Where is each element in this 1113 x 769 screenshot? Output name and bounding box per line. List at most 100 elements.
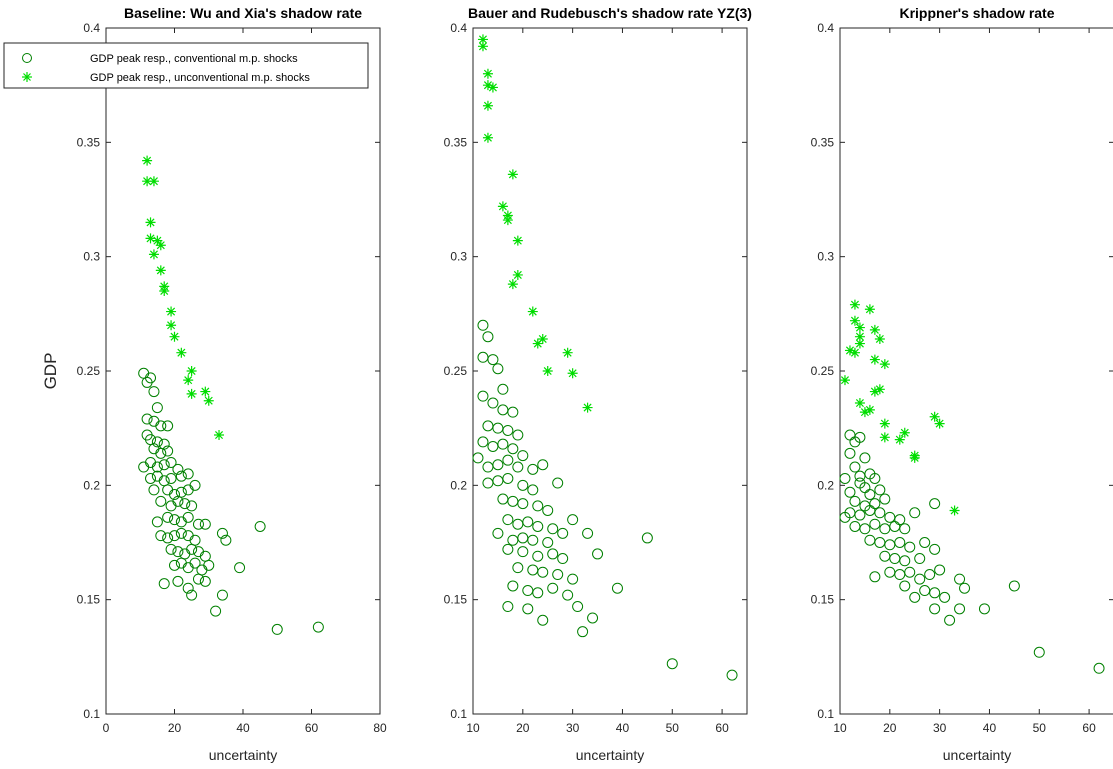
x-tick-label: 20 [168,721,182,735]
conventional-point [155,447,167,459]
unconventional-point [879,432,890,443]
unconventional-point [166,320,177,331]
legend: GDP peak resp., conventional m.p. shocks… [3,42,369,89]
unconventional-point [854,398,865,409]
unconventional-point [527,306,538,317]
conventional-point [192,518,204,530]
unconventional-point [502,215,513,226]
conventional-point [502,601,514,613]
conventional-point [507,580,519,592]
conventional-point [234,562,246,574]
conventional-point [537,459,549,471]
conventional-point [182,511,194,523]
conventional-point [186,589,198,601]
conventional-point [954,603,966,615]
conventional-point [165,543,177,555]
unconventional-point [155,265,166,276]
y-axis-label: GDP [41,353,60,390]
x-tick-label: 20 [516,721,530,735]
conventional-point [179,498,191,510]
unconventional-point [186,366,197,376]
plot-area-3 [839,27,1113,715]
unconventional-point [934,418,945,429]
conventional-point [522,603,534,615]
unconventional-point [166,306,177,317]
unconventional-point [542,366,553,376]
conventional-point [148,386,160,398]
unconventional-point [869,324,880,335]
y-tick-label: 0.2 [83,478,100,492]
unconventional-point [148,249,159,260]
conventional-point [172,495,184,507]
data-points-3 [839,299,1105,674]
legend-label-conventional: GDP peak resp., conventional m.p. shocks [90,53,298,65]
unconventional-point [854,331,865,342]
conventional-point [582,527,594,539]
unconventional-point [512,235,523,246]
conventional-point [254,520,266,532]
legend-circle-marker [22,53,32,63]
conventional-point [547,582,559,594]
unconventional-point [562,347,573,358]
conventional-point [552,477,564,489]
conventional-point [869,472,881,484]
conventional-point [169,559,180,571]
unconventional-point [145,233,156,244]
y-tick-label: 0.1 [83,707,100,721]
conventional-point [175,470,187,482]
unconventional-point [142,155,153,166]
conventional-point [939,591,951,603]
conventional-point [216,527,228,539]
conventional-point [522,516,534,528]
conventional-point [919,537,931,548]
unconventional-point [200,386,211,397]
unconventional-point [507,169,518,180]
conventional-point [1033,646,1045,658]
legend-label-unconventional: GDP peak resp., unconventional m.p. shoc… [90,72,310,84]
conventional-point [216,589,228,601]
y-tick-label: 0.2 [450,478,467,492]
conventional-point [477,319,489,331]
y-tick-label: 0.3 [817,250,834,264]
unconventional-point [482,80,493,91]
conventional-point [537,614,549,626]
conventional-point [844,486,856,498]
conventional-point [158,578,170,590]
conventional-point [542,504,554,516]
conventional-point [151,436,163,448]
conventional-point [914,573,926,585]
conventional-point [572,601,584,613]
conventional-point [199,575,211,587]
x-tick-label: 0 [103,721,110,735]
unconventional-point [874,333,885,344]
conventional-point [158,459,170,471]
chart-title-1: Baseline: Wu and Xia's shadow rate [124,5,362,21]
x-tick-label: 40 [983,721,997,735]
x-tick-label: 50 [666,721,680,735]
conventional-point [477,351,489,363]
conventional-point [189,479,201,491]
unconventional-point [482,68,493,79]
y-tick-label: 0.4 [817,21,834,35]
unconventional-point [512,269,523,280]
y-tick-label: 0.1 [450,707,467,721]
conventional-point [944,614,956,626]
conventional-point [914,553,926,565]
unconventional-point [537,333,548,344]
conventional-point [141,413,153,425]
conventional-point [175,527,187,539]
conventional-point [492,363,504,375]
unconventional-point [497,201,508,212]
chart-panel-1: 0 20 40 60 80 0.1 0.15 0.2 0.25 0.3 0.35 0.4 Basel… [41,5,387,763]
y-tick-label: 0.35 [811,135,835,149]
conventional-point [726,669,738,681]
x-axis-label-3: uncertainty [943,747,1011,763]
unconventional-point [487,82,498,93]
x-tick-label: 40 [616,721,630,735]
data-points-1 [138,155,324,635]
conventional-point [492,527,504,539]
conventional-point [512,429,524,441]
conventional-point [192,573,204,585]
y-tick-label: 0.25 [77,364,101,378]
unconventional-point [894,434,905,445]
